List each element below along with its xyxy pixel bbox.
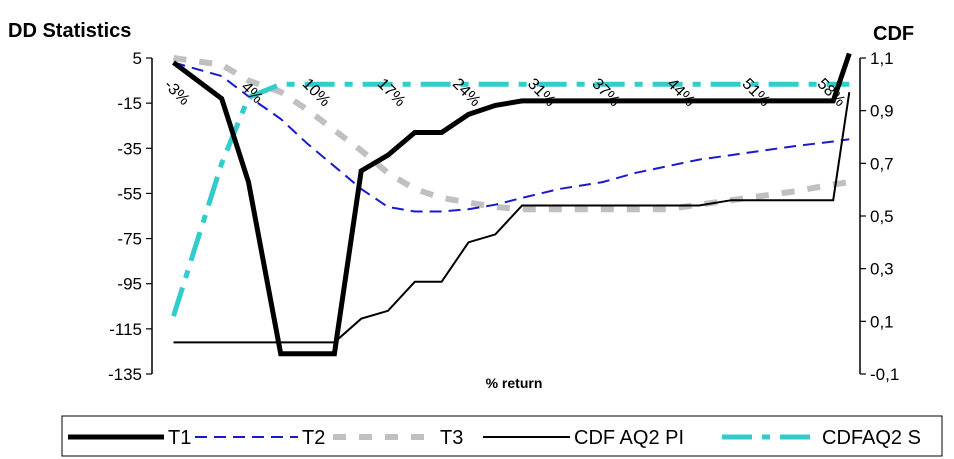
left-tick-label: -135 (108, 365, 142, 384)
right-tick-label: -0,1 (870, 365, 899, 384)
left-tick-label: 5 (133, 49, 142, 68)
legend-label: CDFAQ2 S (822, 427, 921, 449)
category-label: 58% (814, 75, 849, 110)
right-axis-title: CDF (873, 23, 914, 45)
right-axis-ticks: 1,1 0,9 0,7 0,5 0,3 0,1 -0,1 (860, 49, 899, 384)
right-tick-label: 0,7 (870, 154, 894, 173)
left-tick-label: -115 (109, 320, 142, 339)
series-line-cdfaq2-s (171, 81, 850, 317)
category-labels: -3% 4% 10% 17% 24% 31% 37% 44% 51% 58% (161, 75, 849, 110)
left-axis-ticks: 5 -15 -35 -55 -75 -95 -115 -135 (108, 49, 152, 384)
left-tick-label: -15 (117, 94, 142, 113)
category-label: 31% (524, 75, 559, 110)
left-axis-title: DD Statistics (8, 20, 131, 42)
right-tick-label: 0,3 (870, 260, 894, 279)
legend-label: T3 (440, 427, 463, 449)
category-label: 51% (739, 75, 774, 110)
legend: T1 T2 T3 CDF AQ2 PI CDFAQ2 S (68, 427, 921, 449)
category-label: 17% (374, 75, 409, 110)
right-tick-label: 1,1 (870, 49, 894, 68)
series-line-cdf-aq2-pi (173, 92, 851, 344)
right-tick-label: 0,5 (870, 207, 894, 226)
series-line-t2 (173, 61, 850, 213)
category-label: 37% (588, 75, 623, 110)
category-label: -3% (161, 77, 193, 109)
category-label: 44% (663, 75, 698, 110)
left-tick-label: -35 (117, 139, 142, 158)
x-axis-label: % return (486, 375, 543, 391)
category-label: 4% (238, 79, 266, 107)
series-layer (171, 52, 852, 357)
left-tick-label: -55 (117, 184, 142, 203)
legend-label: CDF AQ2 PI (574, 427, 684, 449)
legend-label: T1 (168, 427, 191, 449)
series-line-t1 (172, 52, 852, 357)
right-tick-label: 0,9 (870, 102, 894, 121)
series-line-t3 (173, 55, 850, 213)
right-tick-label: 0,1 (870, 312, 894, 331)
category-label: 24% (449, 75, 484, 110)
left-tick-label: -75 (117, 230, 142, 249)
legend-label: T2 (302, 427, 325, 449)
left-tick-label: -95 (117, 275, 142, 294)
